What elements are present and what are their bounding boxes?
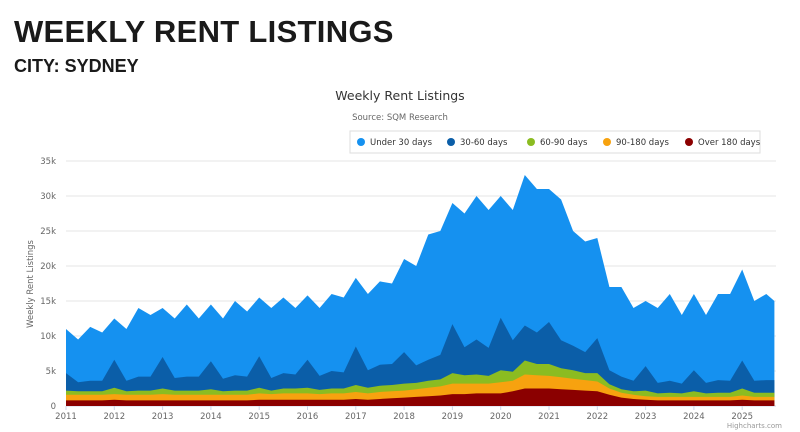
legend-label: 30-60 days — [460, 138, 508, 148]
legend-marker — [603, 138, 611, 146]
y-axis-title: Weekly Rent Listings — [26, 239, 36, 328]
page-title: WEEKLY RENT LISTINGS — [14, 14, 394, 49]
chart-title: Weekly Rent Listings — [335, 88, 464, 103]
y-tick-label: 30k — [40, 192, 56, 202]
x-tick-label: 2014 — [200, 412, 222, 422]
legend-label: 60-90 days — [540, 138, 588, 148]
legend-item-30-60-days[interactable]: 30-60 days — [447, 138, 508, 148]
y-tick-label: 0 — [51, 402, 56, 412]
legend-item-60-90-days[interactable]: 60-90 days — [527, 138, 588, 148]
legend-marker — [357, 138, 365, 146]
x-tick-label: 2021 — [538, 412, 560, 422]
y-tick-label: 15k — [40, 297, 56, 307]
legend-box — [349, 130, 761, 154]
x-tick-label: 2018 — [393, 412, 415, 422]
y-tick-label: 25k — [40, 227, 56, 237]
x-tick-label: 2023 — [635, 412, 657, 422]
x-tick-label: 2015 — [248, 412, 270, 422]
city-label: CITY: SYDNEY — [14, 56, 139, 76]
legend: Under 30 days 30-60 days 60-90 days 90-180 … — [349, 130, 761, 154]
highcharts-credit[interactable]: Highcharts.com — [727, 422, 782, 430]
x-tick-label: 2025 — [731, 412, 753, 422]
x-tick-label: 2011 — [55, 412, 77, 422]
legend-marker — [527, 138, 535, 146]
y-tick-label: 10k — [40, 332, 56, 342]
x-tick-label: 2017 — [345, 412, 367, 422]
legend-marker — [447, 138, 455, 146]
series-areas — [66, 175, 775, 407]
chart-subtitle: Source: SQM Research — [352, 113, 448, 123]
y-tick-label: 5k — [46, 367, 56, 377]
x-tick-label: 2012 — [103, 412, 125, 422]
x-tick-label: 2024 — [683, 412, 705, 422]
x-tick-label: 2019 — [442, 412, 464, 422]
legend-marker — [685, 138, 693, 146]
legend-label: Over 180 days — [698, 138, 761, 148]
y-tick-label: 35k — [40, 157, 56, 167]
legend-item-over-180-days[interactable]: Over 180 days — [685, 138, 761, 148]
x-axis-ticks: 2011 2012 2013 2014 2015 2016 2017 2018 2019 2020… — [55, 406, 753, 422]
y-tick-label: 20k — [40, 262, 56, 272]
x-tick-label: 2016 — [297, 412, 319, 422]
y-axis-ticks: 0 5k 10k 15k 20k 25k 30k 35k — [40, 157, 56, 412]
legend-label: 90-180 days — [616, 138, 669, 148]
legend-item-under-30-days[interactable]: Under 30 days — [357, 138, 433, 148]
legend-item-90-180-days[interactable]: 90-180 days — [603, 138, 669, 148]
legend-label: Under 30 days — [370, 138, 433, 148]
x-tick-label: 2022 — [586, 412, 608, 422]
x-tick-label: 2020 — [490, 412, 512, 422]
x-tick-label: 2013 — [152, 412, 174, 422]
area-over-180-days[interactable] — [66, 388, 775, 407]
